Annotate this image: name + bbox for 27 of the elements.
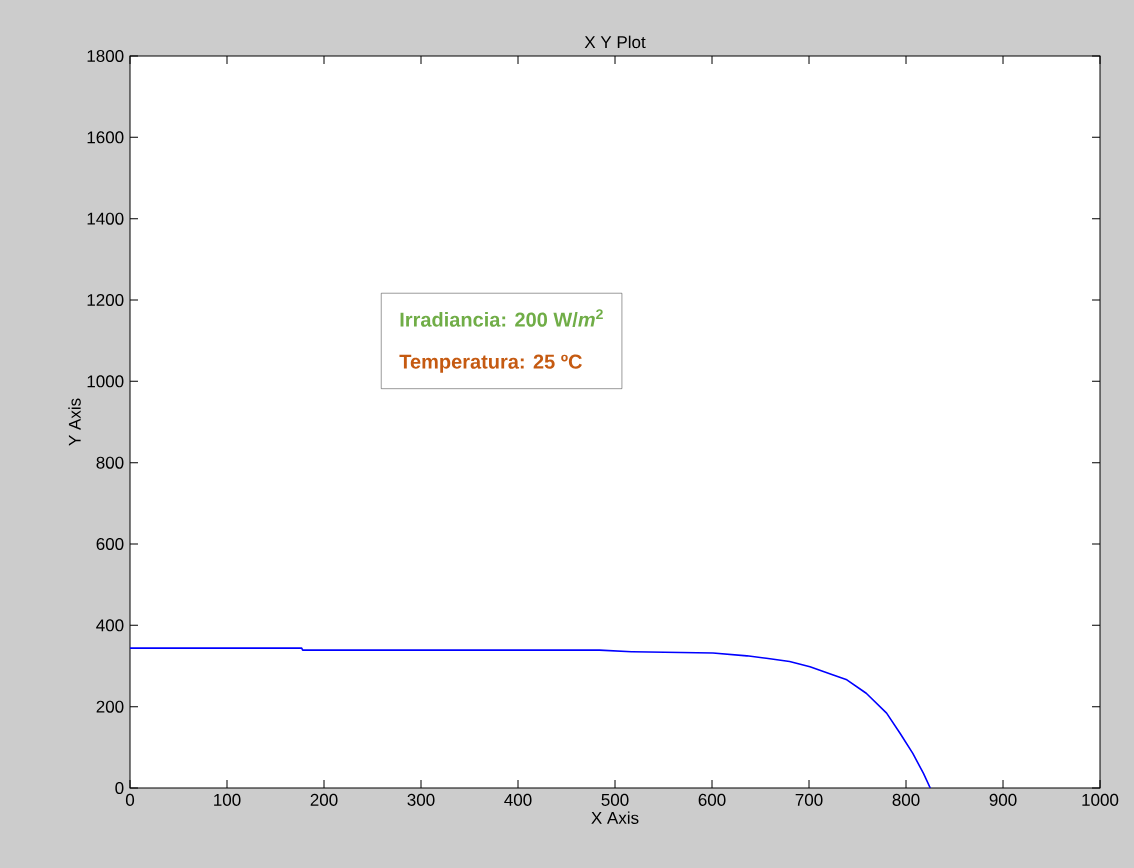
y-tick-label: 0 — [115, 781, 124, 795]
x-tick-label: 300 — [407, 793, 435, 806]
y-tick-label: 800 — [96, 456, 124, 469]
y-tick-label: 200 — [96, 700, 124, 713]
x-tick-label: 700 — [795, 793, 823, 806]
y-axis-title: Y Axis — [68, 398, 81, 446]
x-tick-label: 400 — [504, 793, 532, 806]
chart-title: X Y Plot — [584, 35, 646, 49]
x-tick-label: 600 — [698, 793, 726, 806]
y-tick-label: 1200 — [87, 293, 124, 307]
x-tick-label: 800 — [892, 793, 920, 806]
x-tick-label: 1000 — [1082, 793, 1119, 806]
y-tick-label: 1800 — [87, 49, 124, 63]
y-tick-label: 600 — [96, 537, 124, 551]
y-tick-label: 1400 — [87, 212, 124, 225]
y-tick-label: 1000 — [87, 375, 124, 388]
x-tick-label: 100 — [214, 793, 241, 806]
x-tick-label: 0 — [125, 793, 135, 806]
x-tick-label: 200 — [310, 793, 338, 806]
x-tick-label: 500 — [601, 793, 629, 806]
annotation: Temperatura: 25 ºC — [399, 354, 582, 373]
y-tick-label: 400 — [96, 619, 124, 632]
x-axis-title: X Axis — [591, 811, 639, 824]
x-tick-label: 900 — [989, 793, 1017, 806]
y-tick-label: 1600 — [87, 131, 124, 144]
line-series — [130, 647, 932, 788]
annotation: Irradiancia: 200 W/m$^{2}$ — [400, 309, 603, 327]
